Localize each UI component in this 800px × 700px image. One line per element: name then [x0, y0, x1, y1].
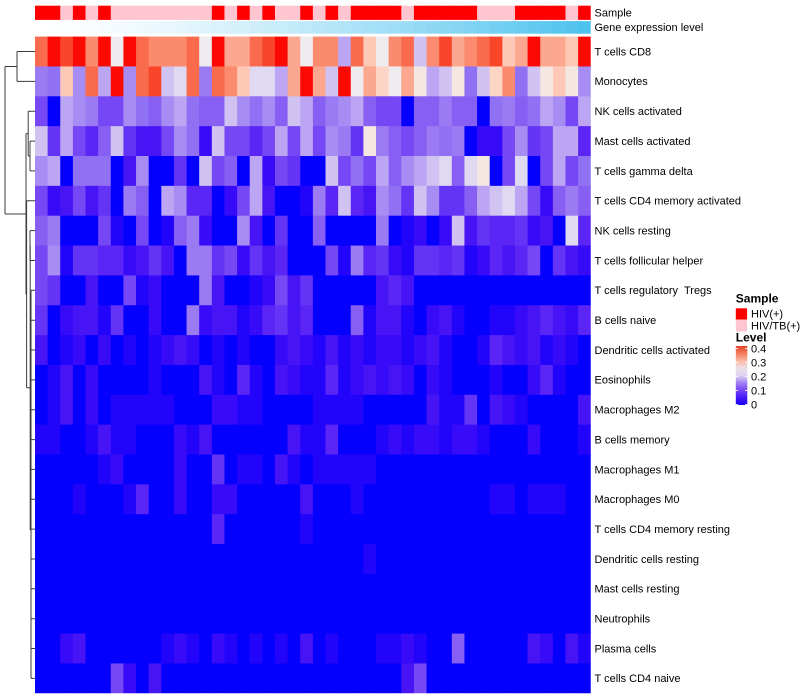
svg-text:Dendritic cells activated: Dendritic cells activated [595, 345, 711, 357]
svg-text:Dendritic cells resting: Dendritic cells resting [595, 554, 700, 566]
svg-text:T cells follicular helper: T cells follicular helper [595, 255, 704, 267]
svg-text:Neutrophils: Neutrophils [595, 614, 651, 626]
svg-text:Macrophages M0: Macrophages M0 [595, 494, 680, 506]
svg-text:Monocytes: Monocytes [595, 76, 649, 88]
svg-text:0.4: 0.4 [751, 343, 766, 355]
svg-text:T cells CD8: T cells CD8 [595, 46, 652, 58]
svg-text:T cells gamma delta: T cells gamma delta [595, 166, 694, 178]
svg-text:Eosinophils: Eosinophils [595, 375, 652, 387]
svg-text:Macrophages M2: Macrophages M2 [595, 405, 680, 417]
svg-text:Gene expression level: Gene expression level [595, 22, 704, 34]
svg-text:T cells CD4 memory resting: T cells CD4 memory resting [595, 524, 731, 536]
svg-text:B cells naive: B cells naive [595, 315, 657, 327]
svg-text:Plasma cells: Plasma cells [595, 643, 657, 655]
svg-text:T cells CD4 naive: T cells CD4 naive [595, 673, 681, 685]
svg-text:Mast cells resting: Mast cells resting [595, 584, 680, 596]
svg-text:Mast cells activated: Mast cells activated [595, 136, 691, 148]
svg-text:0.1: 0.1 [751, 385, 766, 397]
svg-text:Level: Level [736, 331, 767, 345]
svg-text:T cells CD4 memory activated: T cells CD4 memory activated [595, 196, 742, 208]
svg-text:0.3: 0.3 [751, 357, 766, 369]
svg-text:Sample: Sample [595, 8, 632, 20]
svg-text:T cells regulatory Tregs: T cells regulatory Tregs [595, 285, 713, 297]
svg-text:NK cells resting: NK cells resting [595, 226, 671, 238]
svg-text:HIV(+): HIV(+) [751, 309, 783, 321]
svg-text:B cells memory: B cells memory [595, 434, 671, 446]
svg-text:Macrophages M1: Macrophages M1 [595, 464, 680, 476]
svg-text:Sample: Sample [736, 292, 779, 306]
svg-text:NK cells activated: NK cells activated [595, 106, 682, 118]
svg-text:0.2: 0.2 [751, 371, 766, 383]
svg-text:HIV/TB(+): HIV/TB(+) [751, 320, 800, 332]
svg-text:0: 0 [751, 399, 757, 411]
